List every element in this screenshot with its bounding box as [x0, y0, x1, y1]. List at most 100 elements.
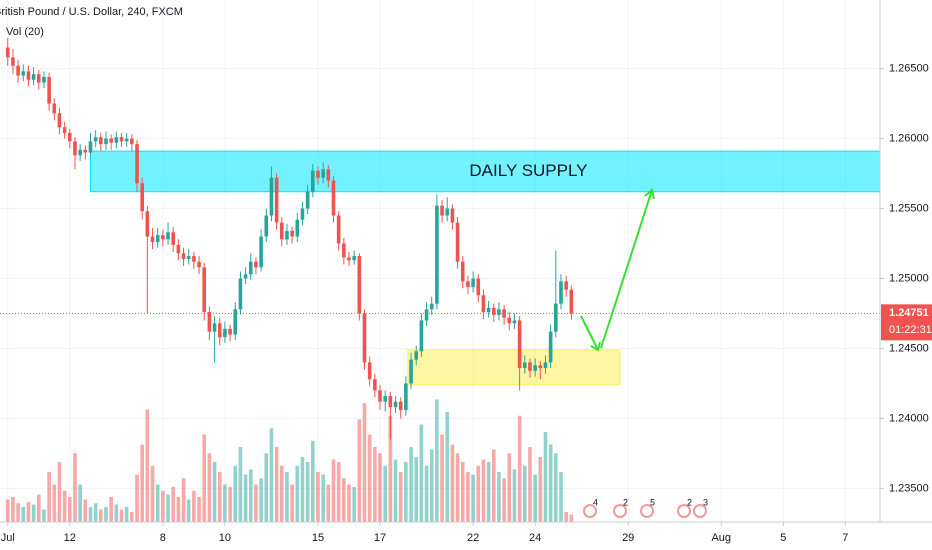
candle-body	[145, 211, 150, 237]
event-icon	[640, 504, 654, 518]
volume-bar	[305, 462, 310, 522]
candle-body	[135, 144, 139, 184]
volume-bar	[279, 465, 284, 522]
candle-body	[538, 365, 543, 369]
candle-body	[383, 396, 387, 402]
volume-bar	[512, 469, 517, 522]
volume-bar	[352, 487, 356, 522]
volume-bar	[274, 447, 279, 522]
volume-bar	[476, 465, 481, 522]
y-tick-label: 1.24500	[889, 342, 929, 354]
candle-body	[295, 219, 300, 237]
candle-body	[16, 65, 20, 76]
candle-body	[455, 222, 460, 262]
volume-bar	[57, 462, 62, 522]
volume-bar	[217, 472, 222, 522]
volume-bar	[104, 507, 108, 522]
candle-body	[336, 215, 341, 244]
zone-label: DAILY SUPPLY	[469, 161, 587, 180]
volume-bar	[378, 453, 382, 522]
volume-bar	[336, 462, 341, 522]
candle-body	[150, 236, 155, 243]
candle-body	[26, 71, 31, 80]
candle-body	[197, 261, 201, 268]
candle-body	[238, 278, 243, 310]
volume-bar	[460, 462, 465, 522]
volume-bar	[285, 472, 289, 522]
volume-bar	[326, 484, 331, 522]
candle-body	[491, 307, 496, 315]
x-tick-label: 29	[622, 532, 634, 544]
candle-body	[207, 312, 212, 332]
volume-bar	[373, 447, 377, 522]
candle-body	[481, 295, 486, 313]
volume-bar	[538, 457, 543, 522]
time-axis-panel	[0, 522, 880, 550]
candle-body	[68, 132, 72, 142]
candle-body	[450, 208, 455, 223]
volume-bar	[233, 465, 238, 522]
candle-body	[486, 307, 491, 313]
volume-layer	[5, 399, 574, 522]
candle-body	[202, 267, 207, 313]
candle-body	[497, 309, 501, 315]
candle-body	[357, 256, 362, 314]
candle-body	[409, 359, 413, 384]
volume-bar	[197, 497, 201, 522]
candle-body	[424, 309, 429, 321]
volume-bar	[264, 453, 269, 522]
volume-bar	[192, 490, 196, 522]
candle-body	[326, 169, 331, 181]
last-price-box	[881, 304, 932, 341]
volume-bar	[491, 449, 496, 522]
volume-bar	[16, 503, 20, 522]
volume-bar	[62, 490, 67, 522]
event-count: 3	[703, 497, 708, 507]
volume-bar	[83, 499, 88, 522]
candle-body	[554, 303, 558, 332]
volume-bar	[404, 462, 408, 522]
volume-bar	[569, 514, 574, 522]
volume-bar	[36, 494, 41, 522]
zone-layer: DAILY SUPPLY	[89, 150, 881, 386]
candle-body	[176, 244, 181, 254]
zone	[407, 349, 621, 386]
candle-body	[476, 278, 481, 296]
volume-bar	[414, 457, 419, 522]
candle-body	[347, 257, 351, 261]
volume-bar	[419, 424, 424, 522]
candle-body	[429, 303, 434, 310]
candle-body	[155, 235, 160, 243]
event-icon	[693, 504, 707, 518]
candle-body	[321, 169, 325, 178]
zone	[89, 150, 881, 193]
event-icon	[613, 504, 627, 518]
candle-body	[36, 74, 41, 83]
event-count: 4	[593, 497, 598, 507]
candle-body	[352, 256, 356, 261]
volume-bar	[21, 507, 26, 522]
event-count: 2	[623, 497, 628, 507]
volume-bar	[26, 502, 31, 522]
volume-bar	[533, 474, 537, 522]
y-tick-label: 1.24000	[889, 412, 929, 424]
candle-body	[21, 71, 26, 76]
volume-bar	[388, 415, 393, 522]
volume-bar	[347, 484, 351, 522]
y-tick-label: 1.25000	[889, 272, 929, 284]
candle-body	[99, 137, 103, 145]
volume-bar	[331, 459, 336, 522]
candle-body	[140, 183, 144, 212]
candle-body	[300, 208, 305, 220]
last-price-label: 1.24751	[889, 307, 929, 319]
chart-title: British Pound / U.S. Dollar, 240, FXCM	[0, 6, 183, 18]
volume-bar	[502, 478, 506, 522]
candle-body	[161, 235, 165, 240]
candle-body	[362, 313, 367, 363]
y-tick-label: 1.25500	[889, 202, 929, 214]
candle-body	[5, 47, 10, 58]
volume-bar	[295, 465, 300, 522]
volume-bar	[481, 459, 486, 522]
event-icon	[583, 504, 597, 518]
